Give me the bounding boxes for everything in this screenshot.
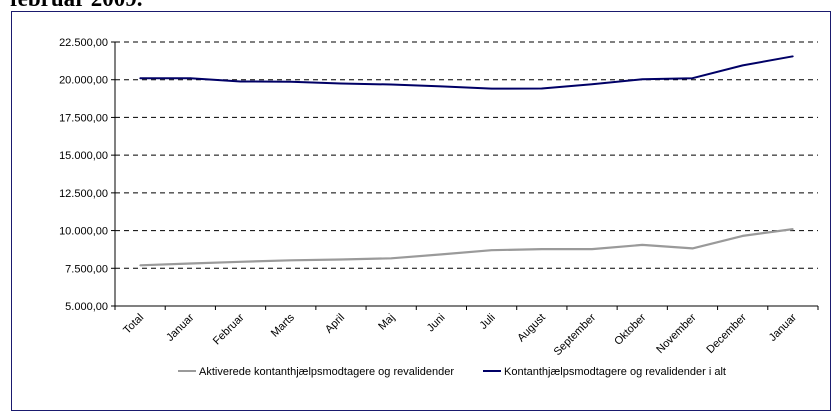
data-point bbox=[340, 82, 342, 85]
data-point bbox=[641, 244, 644, 246]
x-tick-label: Oktober bbox=[612, 311, 648, 347]
data-point bbox=[691, 247, 694, 250]
data-point bbox=[591, 83, 593, 86]
series-lines bbox=[139, 55, 794, 267]
data-point bbox=[641, 78, 644, 81]
data-point bbox=[591, 248, 593, 250]
series-line-2 bbox=[140, 55, 794, 90]
data-point bbox=[741, 235, 744, 237]
y-tick-label: 17.500,00 bbox=[59, 112, 108, 124]
legend-label-1: Aktiverede kontanthjælpsmodtagere og rev… bbox=[199, 366, 454, 378]
x-axis: Total Januar Februar Marts April Maj Juni Juli A… bbox=[114, 305, 819, 358]
x-tick-label: Februar bbox=[211, 311, 247, 347]
data-point bbox=[390, 257, 392, 260]
data-point bbox=[691, 77, 694, 80]
y-tick-label: 22.500,00 bbox=[59, 37, 108, 49]
data-point bbox=[490, 249, 493, 251]
x-tick-label: Total bbox=[121, 312, 146, 337]
y-tick-label: 5.000,00 bbox=[65, 301, 108, 313]
y-axis: 5.000,00 7.500,00 10.000,00 12.500,00 15.000… bbox=[59, 37, 116, 313]
legend-label-2: Kontanthjælpsmodtagere og revalidender i… bbox=[504, 366, 726, 378]
data-point bbox=[490, 87, 493, 90]
x-tick-label: Januar bbox=[164, 311, 197, 344]
x-tick-label: August bbox=[515, 312, 548, 345]
data-point bbox=[440, 253, 443, 256]
x-tick-label: Januar bbox=[767, 311, 800, 344]
data-point bbox=[390, 83, 392, 86]
y-tick-label: 12.500,00 bbox=[59, 188, 108, 200]
x-tick-label: Marts bbox=[269, 311, 297, 339]
x-tick-label: April bbox=[323, 312, 347, 336]
data-point bbox=[239, 260, 242, 263]
x-tick-label: Maj bbox=[376, 312, 397, 333]
x-tick-label: Juni bbox=[425, 312, 448, 335]
data-point bbox=[792, 55, 794, 58]
data-point bbox=[289, 259, 292, 262]
data-point bbox=[239, 80, 242, 83]
data-point bbox=[139, 264, 141, 267]
x-tick-label: Juli bbox=[478, 312, 498, 332]
x-tick-label: December bbox=[704, 311, 749, 356]
y-tick-label: 20.000,00 bbox=[59, 75, 108, 87]
data-point bbox=[189, 77, 192, 80]
data-point bbox=[541, 248, 543, 250]
legend: Aktiverede kontanthjælpsmodtagere og rev… bbox=[178, 366, 726, 378]
data-point bbox=[541, 87, 543, 90]
gridlines bbox=[115, 41, 818, 269]
series-line-1 bbox=[140, 228, 794, 267]
data-point bbox=[139, 77, 141, 80]
data-point bbox=[792, 228, 794, 230]
x-tick-label: September bbox=[552, 311, 599, 358]
data-point bbox=[440, 85, 443, 88]
data-point bbox=[340, 258, 342, 261]
y-tick-label: 7.500,00 bbox=[65, 263, 108, 275]
y-tick-label: 10.000,00 bbox=[59, 226, 108, 238]
y-tick-label: 15.000,00 bbox=[59, 150, 108, 162]
x-tick-label: November bbox=[654, 311, 699, 356]
data-point bbox=[741, 64, 744, 67]
page-title-clipped: februar 2009. bbox=[10, 0, 142, 12]
data-point bbox=[189, 262, 192, 265]
data-point bbox=[289, 80, 292, 83]
